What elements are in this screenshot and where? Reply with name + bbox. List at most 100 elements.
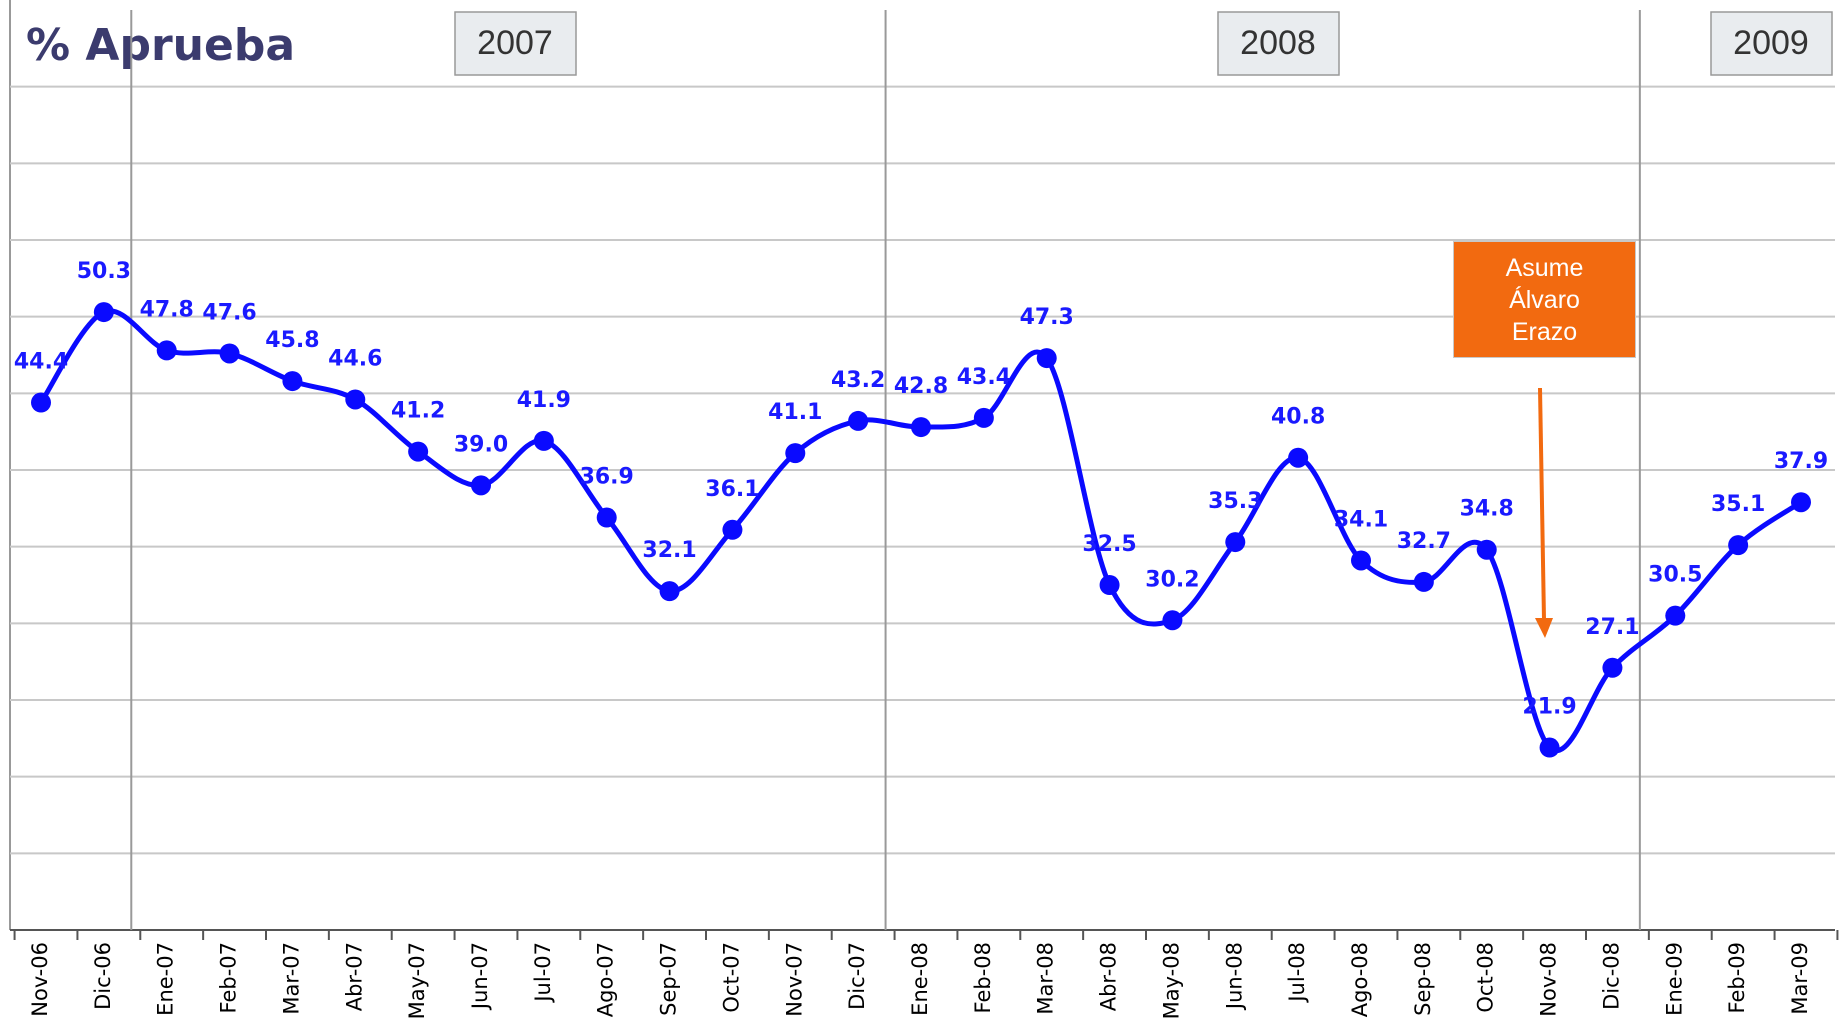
value-label: 45.8 [265, 328, 319, 353]
x-tick-label: Nov-07 [782, 942, 806, 1017]
value-label: 50.3 [77, 259, 131, 284]
x-tick-label: Mar-09 [1788, 942, 1812, 1015]
point [911, 417, 931, 438]
x-tick-label: Dic-08 [1599, 942, 1623, 1010]
point [1791, 492, 1811, 513]
point [1225, 532, 1246, 553]
value-label: 37.9 [1774, 449, 1828, 474]
point [471, 475, 491, 496]
year-label: 2009 [1733, 24, 1809, 62]
point [1602, 657, 1623, 678]
point [1665, 605, 1686, 626]
x-tick-label: Nov-06 [28, 942, 52, 1017]
point [848, 410, 869, 431]
x-tick-label: May-08 [1159, 942, 1183, 1019]
year-label: 2008 [1240, 24, 1316, 62]
value-label: 43.2 [831, 368, 885, 393]
year-box [1710, 11, 1833, 76]
x-tick-label: Mar-08 [1034, 942, 1058, 1015]
value-label: 47.6 [202, 300, 256, 325]
point [1728, 535, 1749, 556]
point [1351, 550, 1371, 571]
x-tick-label: Jul-08 [1285, 942, 1309, 1004]
x-tick-label: Ene-08 [908, 942, 932, 1016]
value-label: 47.3 [1020, 305, 1074, 330]
chart-title: % Aprueba [26, 20, 295, 71]
x-tick-label: Oct-07 [719, 942, 743, 1013]
point [219, 343, 240, 364]
point [533, 430, 554, 451]
x-tick-label: Ene-07 [154, 942, 178, 1016]
x-tick-label: Feb-07 [217, 942, 241, 1013]
x-tick-label: Abr-08 [1097, 942, 1121, 1011]
value-label: 34.1 [1334, 507, 1388, 532]
annotation-arrowhead [1535, 618, 1553, 638]
value-label: 43.4 [957, 365, 1011, 390]
point [1476, 539, 1497, 560]
value-label: 44.6 [328, 346, 382, 371]
point [31, 392, 51, 413]
x-tick-label: Feb-09 [1725, 942, 1749, 1013]
point [596, 507, 617, 528]
x-tick-label: Sep-08 [1411, 942, 1435, 1016]
value-label: 35.1 [1711, 492, 1765, 517]
value-label: 32.1 [642, 538, 696, 563]
x-tick-label: Dic-06 [91, 942, 115, 1010]
x-tick-label: Ago-08 [1348, 942, 1372, 1017]
point [156, 340, 177, 361]
point [1288, 447, 1309, 468]
value-label: 42.8 [894, 374, 948, 399]
point [345, 389, 366, 410]
x-tick-label: Abr-07 [342, 942, 366, 1011]
x-tick-label: Jun-08 [1222, 942, 1246, 1011]
x-tick-label: Sep-07 [657, 942, 681, 1016]
value-label: 32.7 [1397, 529, 1451, 554]
x-tick-label: Dic-07 [845, 942, 869, 1010]
x-tick-label: Ago-07 [594, 942, 618, 1017]
value-label: 41.1 [768, 400, 822, 425]
point [973, 407, 994, 428]
point [408, 441, 429, 462]
value-label: 39.0 [454, 432, 508, 457]
point [93, 302, 114, 323]
annotation-arrow [1538, 387, 1546, 621]
value-label: 40.8 [1271, 405, 1325, 430]
point [282, 371, 303, 392]
x-tick-label: Nov-08 [1537, 942, 1561, 1017]
annotation: Asume Álvaro Erazo [1453, 241, 1636, 358]
value-label: 41.9 [517, 388, 571, 413]
year-box [1217, 11, 1340, 76]
year-box [454, 11, 577, 76]
x-tick-label: May-07 [405, 942, 429, 1019]
value-label: 47.8 [140, 297, 194, 322]
x-tick-label: Ene-09 [1662, 942, 1686, 1016]
value-label: 36.9 [580, 465, 634, 490]
value-label: 21.9 [1522, 695, 1576, 720]
value-label: 32.5 [1082, 532, 1136, 557]
value-label: 44.4 [14, 350, 68, 375]
value-label: 35.3 [1208, 489, 1262, 514]
point [1036, 348, 1057, 369]
value-label: 30.5 [1648, 563, 1702, 588]
point [659, 581, 680, 602]
point [1539, 737, 1560, 758]
point [722, 519, 743, 540]
year-label: 2007 [477, 24, 553, 62]
value-label: 41.2 [391, 399, 445, 424]
point [785, 443, 806, 464]
value-label: 36.1 [705, 477, 759, 502]
x-tick-label: Mar-07 [279, 942, 303, 1015]
x-tick-label: Oct-08 [1474, 942, 1498, 1013]
point [1162, 610, 1183, 631]
value-label: 34.8 [1460, 497, 1514, 522]
value-label: 30.2 [1145, 567, 1199, 592]
point [1099, 575, 1120, 595]
x-tick-label: Jun-07 [468, 942, 492, 1011]
x-tick-label: Jul-07 [531, 942, 555, 1004]
value-label: 27.1 [1585, 615, 1639, 640]
point [1413, 571, 1434, 592]
x-tick-label: Feb-08 [971, 942, 995, 1013]
